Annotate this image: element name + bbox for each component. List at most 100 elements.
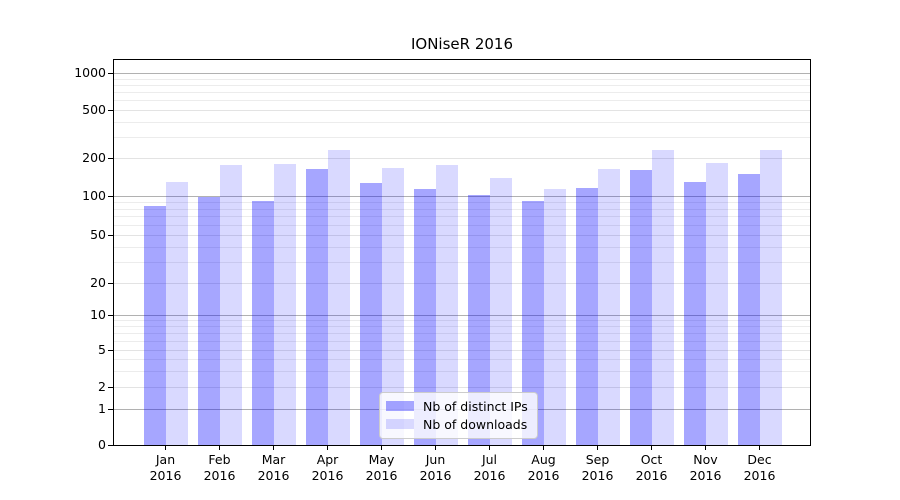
y-tick-mark xyxy=(108,408,114,410)
x-label-year: 2016 xyxy=(365,467,398,483)
x-tick-mark xyxy=(165,445,167,450)
y-tick-label-5: 5 xyxy=(98,342,106,357)
y-tick-mark xyxy=(108,386,114,388)
gridline-minor xyxy=(114,92,810,94)
y-tick-mark xyxy=(108,109,114,111)
gridline-major xyxy=(114,73,810,74)
x-tick-mark xyxy=(759,445,761,450)
plot-area xyxy=(108,59,811,450)
bar-sep-distinct-ips xyxy=(575,187,598,445)
bar-mar-distinct-ips xyxy=(251,201,274,445)
bar-mar-downloads xyxy=(274,163,296,445)
gridline-major xyxy=(114,196,810,197)
bar-nov-distinct-ips xyxy=(683,182,706,445)
x-tick-mark xyxy=(597,445,599,450)
legend-item-distinct-ips: Nb of distinct IPs xyxy=(386,397,528,415)
x-tick-mark xyxy=(435,445,437,450)
gridline-minor xyxy=(114,216,810,218)
bar-may-downloads xyxy=(382,167,404,445)
x-label-year: 2016 xyxy=(257,467,290,483)
gridline-minor xyxy=(114,208,810,210)
y-tick-mark xyxy=(108,314,114,316)
x-tick-label-nov-2016: Nov 2016 xyxy=(678,452,734,483)
x-tick-label-jan-2016: Jan 2016 xyxy=(138,452,194,483)
x-tick-mark xyxy=(651,445,653,450)
gridline-mid xyxy=(114,283,810,284)
bar-jul-downloads xyxy=(490,177,512,445)
gridline-minor xyxy=(114,224,810,226)
y-tick-label-10: 10 xyxy=(90,307,106,322)
x-tick-label-apr-2016: Apr 2016 xyxy=(300,452,356,483)
legend-item-downloads: Nb of downloads xyxy=(386,415,528,433)
y-tick-label-500: 500 xyxy=(82,102,106,117)
bar-aug-downloads xyxy=(544,189,566,445)
y-tick-mark xyxy=(108,157,114,159)
gridline-mid xyxy=(114,110,810,111)
y-tick-label-2: 2 xyxy=(98,379,106,394)
bar-oct-downloads xyxy=(652,150,674,445)
x-label-year: 2016 xyxy=(689,467,722,483)
legend-label-distinct-ips: Nb of distinct IPs xyxy=(423,398,528,414)
gridline-minor xyxy=(114,261,810,263)
gridline-major xyxy=(114,315,810,316)
x-tick-mark xyxy=(219,445,221,450)
chart-title: IONiseR 2016 xyxy=(410,35,514,53)
y-tick-label-1: 1 xyxy=(98,401,106,416)
gridline-minor xyxy=(114,246,810,248)
gridline-mid xyxy=(114,350,810,351)
x-label-year: 2016 xyxy=(149,467,182,483)
gridline-minor xyxy=(114,333,810,334)
bar-dec-distinct-ips xyxy=(737,173,760,445)
x-label-month: Dec xyxy=(747,452,772,467)
legend-swatch-distinct-ips xyxy=(386,401,414,411)
x-label-month: Mar xyxy=(261,452,286,467)
x-tick-mark xyxy=(543,445,545,450)
gridline-minor xyxy=(114,359,810,360)
y-tick-label-20: 20 xyxy=(90,275,106,290)
y-tick-mark xyxy=(108,72,114,74)
x-tick-label-aug-2016: Aug 2016 xyxy=(516,452,572,483)
y-tick-mark xyxy=(108,444,114,446)
bar-jan-downloads xyxy=(166,181,188,445)
x-label-month: Jan xyxy=(155,452,176,467)
y-tick-mark xyxy=(108,234,114,236)
y-tick-label-50: 50 xyxy=(90,227,106,242)
x-tick-mark xyxy=(273,445,275,450)
gridline-minor xyxy=(114,78,810,80)
bar-jun-downloads xyxy=(436,165,458,445)
bar-apr-distinct-ips xyxy=(305,169,328,445)
gridline-minor xyxy=(114,370,810,372)
bar-jun-distinct-ips xyxy=(413,188,436,445)
x-tick-label-jul-2016: Jul 2016 xyxy=(462,452,518,483)
gridline-minor xyxy=(114,326,810,328)
x-label-year: 2016 xyxy=(419,467,452,483)
bar-apr-downloads xyxy=(328,150,350,445)
y-tick-mark xyxy=(108,349,114,351)
x-label-month: Jul xyxy=(481,452,498,467)
gridline-minor xyxy=(114,201,810,203)
legend: Nb of distinct IPs Nb of downloads xyxy=(379,392,538,439)
gridline-mid xyxy=(114,235,810,236)
bar-oct-distinct-ips xyxy=(629,169,652,445)
y-tick-label-1000: 1000 xyxy=(74,65,106,80)
x-label-month: Feb xyxy=(208,452,231,467)
x-label-month: May xyxy=(368,452,395,467)
gridline-mid xyxy=(114,387,810,388)
x-label-year: 2016 xyxy=(635,467,668,483)
bar-dec-downloads xyxy=(760,150,782,445)
x-label-year: 2016 xyxy=(527,467,560,483)
x-label-month: Oct xyxy=(640,452,663,467)
x-tick-mark xyxy=(489,445,491,450)
gridline-mid xyxy=(114,158,810,159)
legend-label-downloads: Nb of downloads xyxy=(423,416,528,432)
gridline-minor xyxy=(114,84,810,86)
x-label-month: Apr xyxy=(316,452,339,467)
y-tick-label-100: 100 xyxy=(82,188,106,203)
y-tick-label-200: 200 xyxy=(82,150,106,165)
bar-feb-downloads xyxy=(220,165,242,445)
gridline-minor xyxy=(114,121,810,123)
x-label-year: 2016 xyxy=(743,467,776,483)
bar-aug-distinct-ips xyxy=(521,200,544,445)
bar-sep-downloads xyxy=(598,168,620,445)
x-label-year: 2016 xyxy=(473,467,506,483)
